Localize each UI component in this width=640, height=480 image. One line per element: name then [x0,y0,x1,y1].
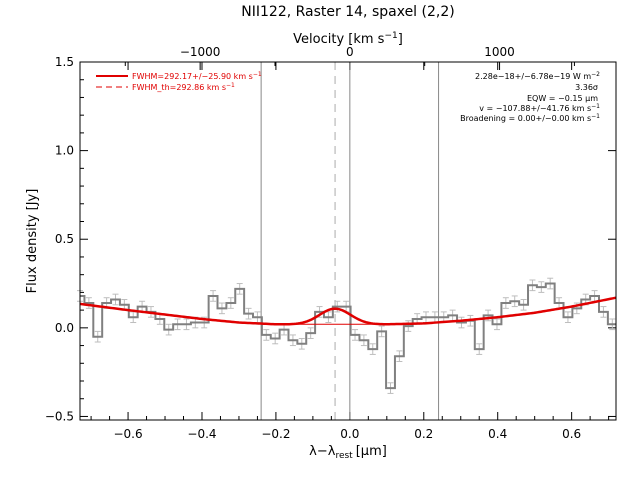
x-axis-ticks: −0.6 −0.4 −0.2 0.0 0.2 0.4 0.6 [90,62,610,441]
legend-th-label: FWHM_th=292.86 km s−1 [132,82,235,92]
y-tick-label: 1.0 [55,144,74,158]
chart-title: NII122, Raster 14, spaxel (2,2) [241,4,454,20]
fit-annotations: 2.28e−18+/−6.78e−19 W m−2 3.36σ EQW = −0… [460,71,600,123]
y-tick-label: 1.5 [55,55,74,69]
legend: FWHM=292.17+/−25.90 km s−1 FWHM_th=292.8… [96,71,262,92]
top-tick-label: 1000 [484,45,515,59]
annotation-significance: 3.36σ [575,83,598,92]
top-tick-label: −1000 [180,45,221,59]
fit-curve [79,296,617,326]
y-axis-ticks: −0.5 0.0 0.5 1.0 1.5 [45,55,616,423]
x-tick-label: 0.6 [562,427,581,441]
y-tick-label: −0.5 [45,409,74,423]
reference-lines [260,62,440,420]
x-tick-label: 0.4 [488,427,507,441]
annotation-broadening: Broadening = 0.00+/−0.00 km s−1 [460,113,600,123]
spectrum-step-line [80,282,616,390]
y-tick-label: 0.5 [55,232,74,246]
x-axis-label: λ−λrest [μm] [309,444,387,461]
plot-frame [79,61,617,421]
fit-series [79,296,617,326]
x-tick-label: 0.2 [414,427,433,441]
x-tick-label: −0.2 [261,427,290,441]
top-tick-label: 0 [346,45,354,59]
spectrum-series [77,277,616,394]
legend-fit-label: FWHM=292.17+/−25.90 km s−1 [132,71,262,81]
annotation-velocity: v = −107.88+/−41.76 km s−1 [479,103,600,113]
x-tick-label: −0.4 [187,427,216,441]
x-tick-label: −0.6 [113,427,142,441]
top-axis-label: Velocity [km s−1] [293,31,403,47]
y-tick-label: 0.0 [55,321,74,335]
annotation-line-flux: 2.28e−18+/−6.78e−19 W m−2 [475,71,600,81]
x-tick-label: 0.0 [340,427,359,441]
annotation-eqw: EQW = −0.15 μm [527,94,598,103]
y-axis-label: Flux density [Jy] [25,189,40,294]
